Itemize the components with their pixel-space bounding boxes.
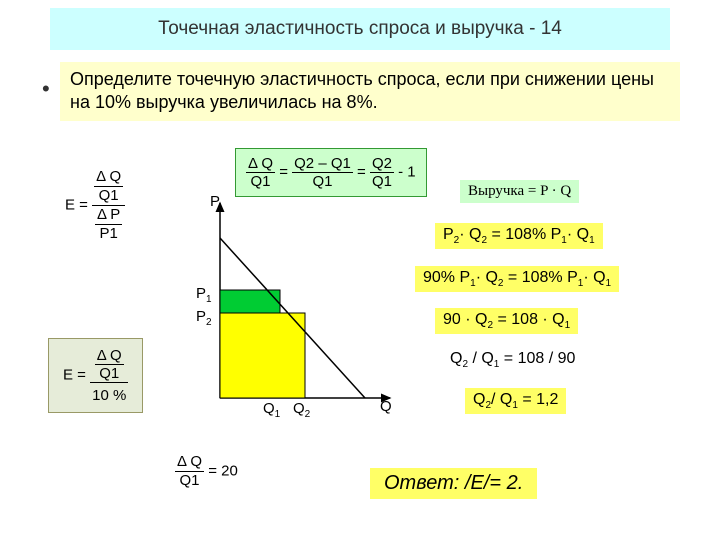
step4: Q2 / Q1 = 108 / 90 [450, 350, 575, 370]
formula-dq-box: Δ QQ1 = Q2 – Q1Q1 = Q2Q1 - 1 [235, 148, 427, 197]
step5: Q2/ Q1 = 1,2 [465, 388, 566, 414]
q2-label: Q2 [293, 400, 310, 420]
answer: Ответ: /Е/= 2. [370, 468, 537, 499]
problem-text: Определите точечную эластичность спроса,… [60, 62, 680, 121]
slide-title: Точечная эластичность спроса и выручка -… [50, 8, 670, 50]
step3: 90 · Q2 = 108 · Q1 [435, 308, 578, 334]
step2: 90% P1· Q2 = 108% P1· Q1 [415, 266, 619, 292]
revenue-formula: Выручка = P · Q [460, 180, 579, 203]
step1: P2· Q2 = 108% P1· Q1 [435, 223, 603, 249]
q-axis-label: Q [380, 398, 392, 415]
formula-e2-box: E = Δ QQ1 10 % [48, 338, 143, 413]
p1-label: P1 [196, 285, 212, 305]
formula-e-main: E = Δ QQ1 Δ PP1 [65, 168, 125, 243]
demand-chart [190, 198, 410, 428]
p-axis-label: P [210, 193, 220, 210]
p2-label: P2 [196, 308, 212, 328]
dq-final: Δ QQ1 = 20 [175, 453, 238, 490]
bullet: • [42, 76, 50, 102]
q1-label: Q1 [263, 400, 280, 420]
